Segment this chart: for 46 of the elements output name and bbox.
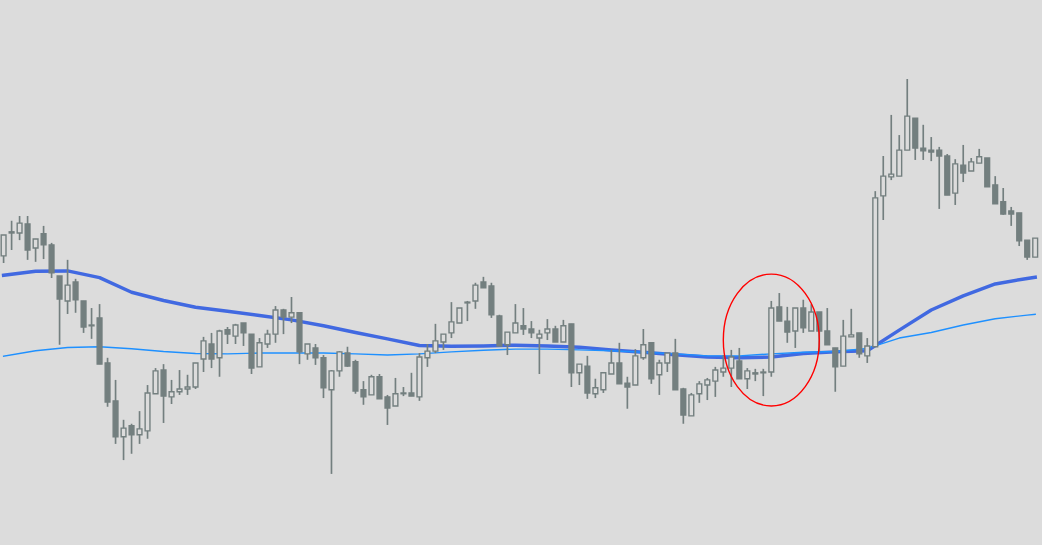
- candlestick: [784, 306, 791, 344]
- candlestick: [1000, 187, 1007, 216]
- candlestick: [880, 155, 887, 221]
- candlestick: [512, 303, 519, 334]
- candlestick: [592, 377, 599, 399]
- candlestick: [800, 298, 807, 334]
- candlestick: [520, 307, 527, 336]
- candlestick: [544, 318, 551, 341]
- candlestick: [712, 366, 719, 398]
- candlestick: [936, 146, 943, 210]
- candlestick: [992, 175, 999, 205]
- candlestick: [760, 368, 767, 397]
- candlestick: [1032, 237, 1039, 258]
- candlestick: [920, 123, 927, 161]
- candlestick: [0, 234, 7, 264]
- candlestick: [1024, 239, 1031, 261]
- candlestick: [624, 375, 631, 410]
- candlestick: [640, 328, 647, 361]
- candlestick: [752, 368, 759, 382]
- candlestick: [536, 328, 543, 375]
- candlestick: [664, 352, 671, 373]
- candlestick: [808, 303, 815, 332]
- candlestick: [792, 307, 799, 349]
- candlestick: [888, 114, 895, 181]
- candlestick: [832, 347, 839, 393]
- candlestick: [824, 307, 831, 346]
- candlestick: [728, 349, 735, 388]
- candlestick: [856, 332, 863, 359]
- candlestick: [744, 367, 751, 390]
- candlestick: [688, 392, 695, 417]
- candlestick: [848, 307, 855, 338]
- candlestick: [616, 341, 623, 385]
- candlestick: [656, 358, 663, 396]
- candlestick: [560, 319, 567, 343]
- candlestick: [600, 371, 607, 394]
- candlestick: [776, 292, 783, 322]
- candlestick: [576, 363, 583, 386]
- candlestick: [720, 354, 727, 378]
- candlestick: [696, 380, 703, 404]
- candlestick: [1008, 206, 1015, 227]
- candlestick: [704, 377, 711, 401]
- candlestick: [960, 144, 967, 183]
- candlestick: [608, 349, 615, 375]
- candlestick: [736, 347, 743, 380]
- candlestick: [928, 136, 935, 162]
- candlestick: [864, 337, 871, 364]
